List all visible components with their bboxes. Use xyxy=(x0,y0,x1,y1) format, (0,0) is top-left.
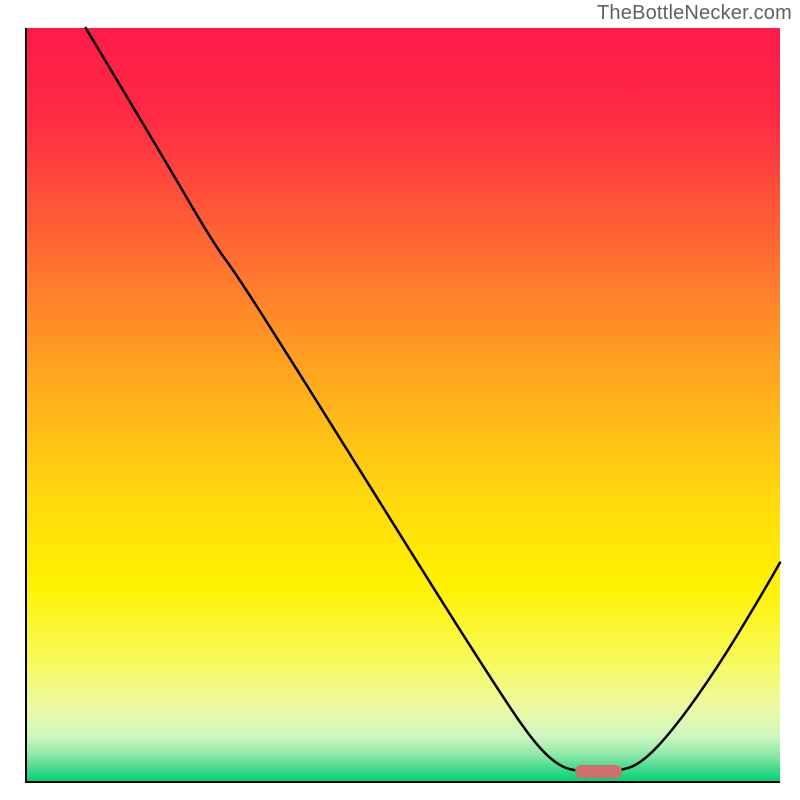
optimal-marker xyxy=(575,765,622,779)
bottleneck-curve xyxy=(86,28,780,772)
watermark-text: TheBottleNecker.com xyxy=(597,2,792,25)
curve-layer xyxy=(27,28,780,781)
plot-area xyxy=(25,28,780,783)
